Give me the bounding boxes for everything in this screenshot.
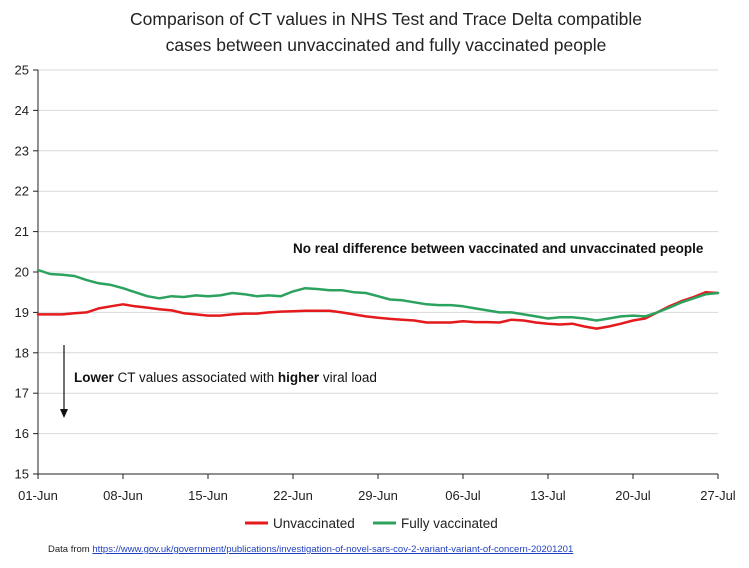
x-tick-label: 06-Jul [445, 488, 481, 503]
x-axis-ticks: 01-Jun 08-Jun 15-Jun 22-Jun 29-Jun 06-Jul 13-J… [18, 474, 736, 503]
y-tick-label: 25 [15, 63, 29, 78]
x-tick-label: 13-Jul [530, 488, 566, 503]
annotation-higher-word: higher [278, 370, 320, 385]
y-tick-label: 22 [15, 184, 29, 199]
x-tick-label: 01-Jun [18, 488, 58, 503]
annotation-lower-rest-1: CT values associated with [114, 370, 278, 385]
x-tick-label: 15-Jun [188, 488, 228, 503]
chart-title-line-2: cases between unvaccinated and fully vac… [166, 35, 607, 55]
series-line-unvaccinated [36, 290, 720, 330]
annotation-lower-ct: Lower CT values associated with higher v… [74, 370, 377, 385]
x-tick-label: 20-Jul [615, 488, 651, 503]
annotation-lower-word: Lower [74, 370, 115, 385]
x-tick-label: 22-Jun [273, 488, 313, 503]
x-tick-label: 27-Jul [700, 488, 736, 503]
y-tick-label: 19 [15, 305, 29, 320]
y-tick-label: 23 [15, 143, 29, 158]
x-tick-label: 08-Jun [103, 488, 143, 503]
y-tick-label: 21 [15, 224, 29, 239]
annotation-no-difference: No real difference between vaccinated an… [293, 241, 704, 256]
y-tick-label: 15 [15, 467, 29, 482]
y-tick-label: 24 [15, 103, 29, 118]
source-prefix: Data from [48, 544, 93, 555]
source-note: Data from https://www.gov.uk/government/… [48, 544, 573, 555]
y-axis-ticks: 15 16 17 18 19 20 21 22 23 24 25 [15, 63, 38, 482]
series-line-fully-vaccinated [36, 268, 720, 322]
legend: Unvaccinated Fully vaccinated [245, 516, 498, 531]
legend-label-fully-vaccinated: Fully vaccinated [401, 516, 498, 531]
y-tick-label: 16 [15, 426, 29, 441]
gridlines [38, 69, 718, 435]
down-arrow-icon [60, 345, 68, 418]
y-tick-label: 17 [15, 386, 29, 401]
x-tick-label: 29-Jun [358, 488, 398, 503]
y-tick-label: 18 [15, 345, 29, 360]
source-link[interactable]: https://www.gov.uk/government/publicatio… [92, 544, 574, 555]
series-layer [36, 268, 720, 330]
y-tick-label: 20 [15, 265, 29, 280]
legend-label-unvaccinated: Unvaccinated [273, 516, 355, 531]
annotation-lower-rest-2: viral load [319, 370, 377, 385]
chart-title-line-1: Comparison of CT values in NHS Test and … [130, 9, 642, 29]
